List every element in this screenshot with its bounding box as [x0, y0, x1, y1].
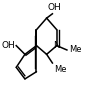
Text: OH: OH: [2, 41, 15, 50]
Text: OH: OH: [48, 3, 61, 12]
Text: N: N: [53, 41, 60, 50]
Text: Me: Me: [55, 65, 67, 74]
Text: Me: Me: [69, 45, 82, 54]
